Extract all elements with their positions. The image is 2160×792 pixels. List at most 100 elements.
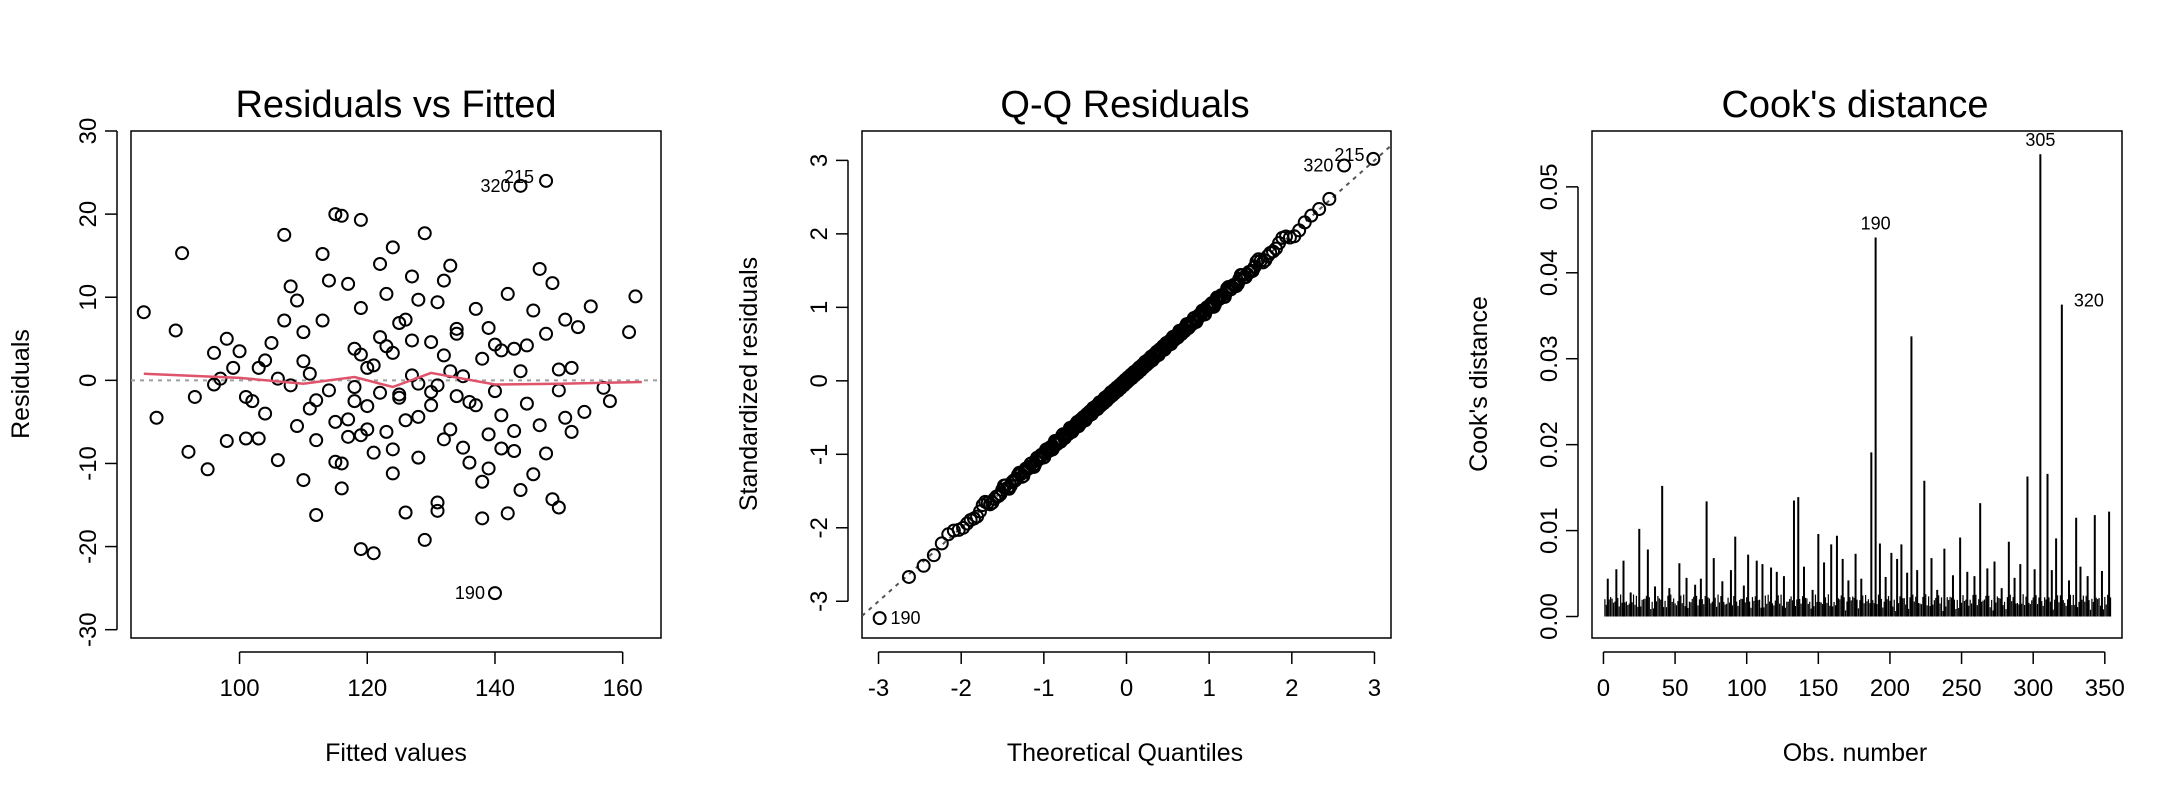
- residual-point: [539, 446, 554, 461]
- residual-point: [277, 313, 292, 328]
- residual-point: [328, 207, 343, 222]
- qq-point: [1322, 191, 1337, 206]
- residual-point: [290, 419, 305, 434]
- residual-point: [564, 360, 579, 375]
- residual-point: [321, 273, 336, 288]
- qq-point: [1337, 158, 1352, 173]
- residual-point: [622, 325, 637, 340]
- residual-point: [226, 360, 241, 375]
- x-tick-label: 1: [1202, 675, 1215, 702]
- x-tick-label: 300: [2013, 675, 2053, 702]
- residual-point: [449, 321, 464, 336]
- residual-point: [283, 378, 298, 393]
- residuals-vs-fitted-ticks: 100 120 140 160 -30 -20 -10 0 10 20 30: [75, 118, 643, 702]
- residual-point: [251, 431, 266, 446]
- residual-point: [564, 424, 579, 439]
- residual-point: [385, 466, 400, 481]
- x-tick-label: -1: [1033, 675, 1054, 702]
- residual-point: [545, 492, 560, 507]
- residual-point: [360, 422, 375, 437]
- residual-point: [309, 433, 324, 448]
- residual-point: [334, 481, 349, 496]
- residual-point: [551, 362, 566, 377]
- x-tick-label: 140: [475, 675, 515, 702]
- residual-point: [347, 394, 362, 409]
- qq-point: [1304, 208, 1319, 223]
- x-tick-label: 200: [1870, 675, 1910, 702]
- residual-point: [443, 422, 458, 437]
- residual-point: [181, 444, 196, 459]
- residual-point: [436, 432, 451, 447]
- x-tick-label: 3: [1368, 675, 1381, 702]
- residual-point: [296, 354, 311, 369]
- qq-residuals-ylabel: Standardized residuals: [735, 257, 763, 511]
- residuals-vs-fitted-xlabel: Fitted values: [325, 739, 467, 767]
- x-tick-label: 0: [1120, 675, 1133, 702]
- qq-point: [1312, 202, 1327, 217]
- residual-point: [373, 256, 388, 271]
- residual-point: [398, 505, 413, 520]
- residual-point: [379, 424, 394, 439]
- residual-point: [475, 351, 490, 366]
- residual-point: [353, 542, 368, 557]
- qq-point: [956, 520, 971, 535]
- residual-point: [366, 358, 381, 373]
- x-tick-label: 350: [2085, 675, 2125, 702]
- residual-point: [449, 389, 464, 404]
- y-tick-label: 0.01: [1536, 507, 1563, 554]
- residuals-vs-fitted-ylabel: Residuals: [7, 329, 35, 439]
- residuals-vs-fitted-plot-box: [130, 130, 662, 639]
- residual-point: [558, 312, 573, 327]
- cooks-distance-marks: 305 190 320: [1604, 130, 2112, 617]
- residual-point: [200, 462, 215, 477]
- residual-point: [602, 394, 617, 409]
- y-tick-label: 20: [75, 201, 102, 228]
- residual-point: [500, 506, 515, 521]
- qq-residuals-ticks: -3 -2 -1 0 1 2 3 -3 -2 -1 0 1 2 3: [806, 154, 1381, 702]
- residual-point: [379, 339, 394, 354]
- y-tick-label: 0.04: [1536, 249, 1563, 296]
- residual-point: [309, 507, 324, 522]
- residual-point: [475, 511, 490, 526]
- residual-point: [245, 394, 260, 409]
- residual-point: [296, 473, 311, 488]
- residuals-vs-fitted-title: Residuals vs Fitted: [235, 84, 556, 126]
- residual-point: [315, 313, 330, 328]
- residual-point: [270, 453, 285, 468]
- residual-point: [583, 299, 598, 314]
- residual-point: [379, 286, 394, 301]
- residual-point: [277, 227, 292, 242]
- residual-point: [404, 368, 419, 383]
- residual-point: [392, 390, 407, 405]
- x-tick-label: 2: [1285, 675, 1298, 702]
- residual-point: [628, 289, 643, 304]
- residual-point: [430, 378, 445, 393]
- residual-point: [456, 440, 471, 455]
- x-tick-label: 50: [1662, 675, 1689, 702]
- residual-point: [449, 326, 464, 341]
- y-tick-label: -1: [806, 444, 833, 465]
- residual-point: [175, 246, 190, 261]
- qq-point: [926, 548, 941, 563]
- point-label: 320: [2074, 291, 2104, 311]
- residual-point: [526, 467, 541, 482]
- residual-point: [347, 379, 362, 394]
- residual-point: [475, 474, 490, 489]
- cooks-distance-panel: Cook's distance Obs. number Cook's dista…: [1465, 84, 2125, 767]
- loess-smooth-line: [143, 371, 642, 389]
- residual-point: [353, 212, 368, 227]
- cooks-distance-ticks: 0 50 100 150 200 250 300 350 0.00 0.01 0.02 0.03 0.0…: [1536, 163, 2125, 702]
- residual-point: [366, 445, 381, 460]
- residual-point: [373, 385, 388, 400]
- y-tick-label: 0.03: [1536, 335, 1563, 382]
- residual-point: [507, 443, 522, 458]
- residual-point: [373, 330, 388, 345]
- residual-point: [526, 303, 541, 318]
- qq-point: [872, 611, 887, 626]
- qq-point: [934, 536, 949, 551]
- residual-point: [551, 383, 566, 398]
- y-tick-label: 3: [806, 154, 833, 167]
- residual-point: [500, 286, 515, 301]
